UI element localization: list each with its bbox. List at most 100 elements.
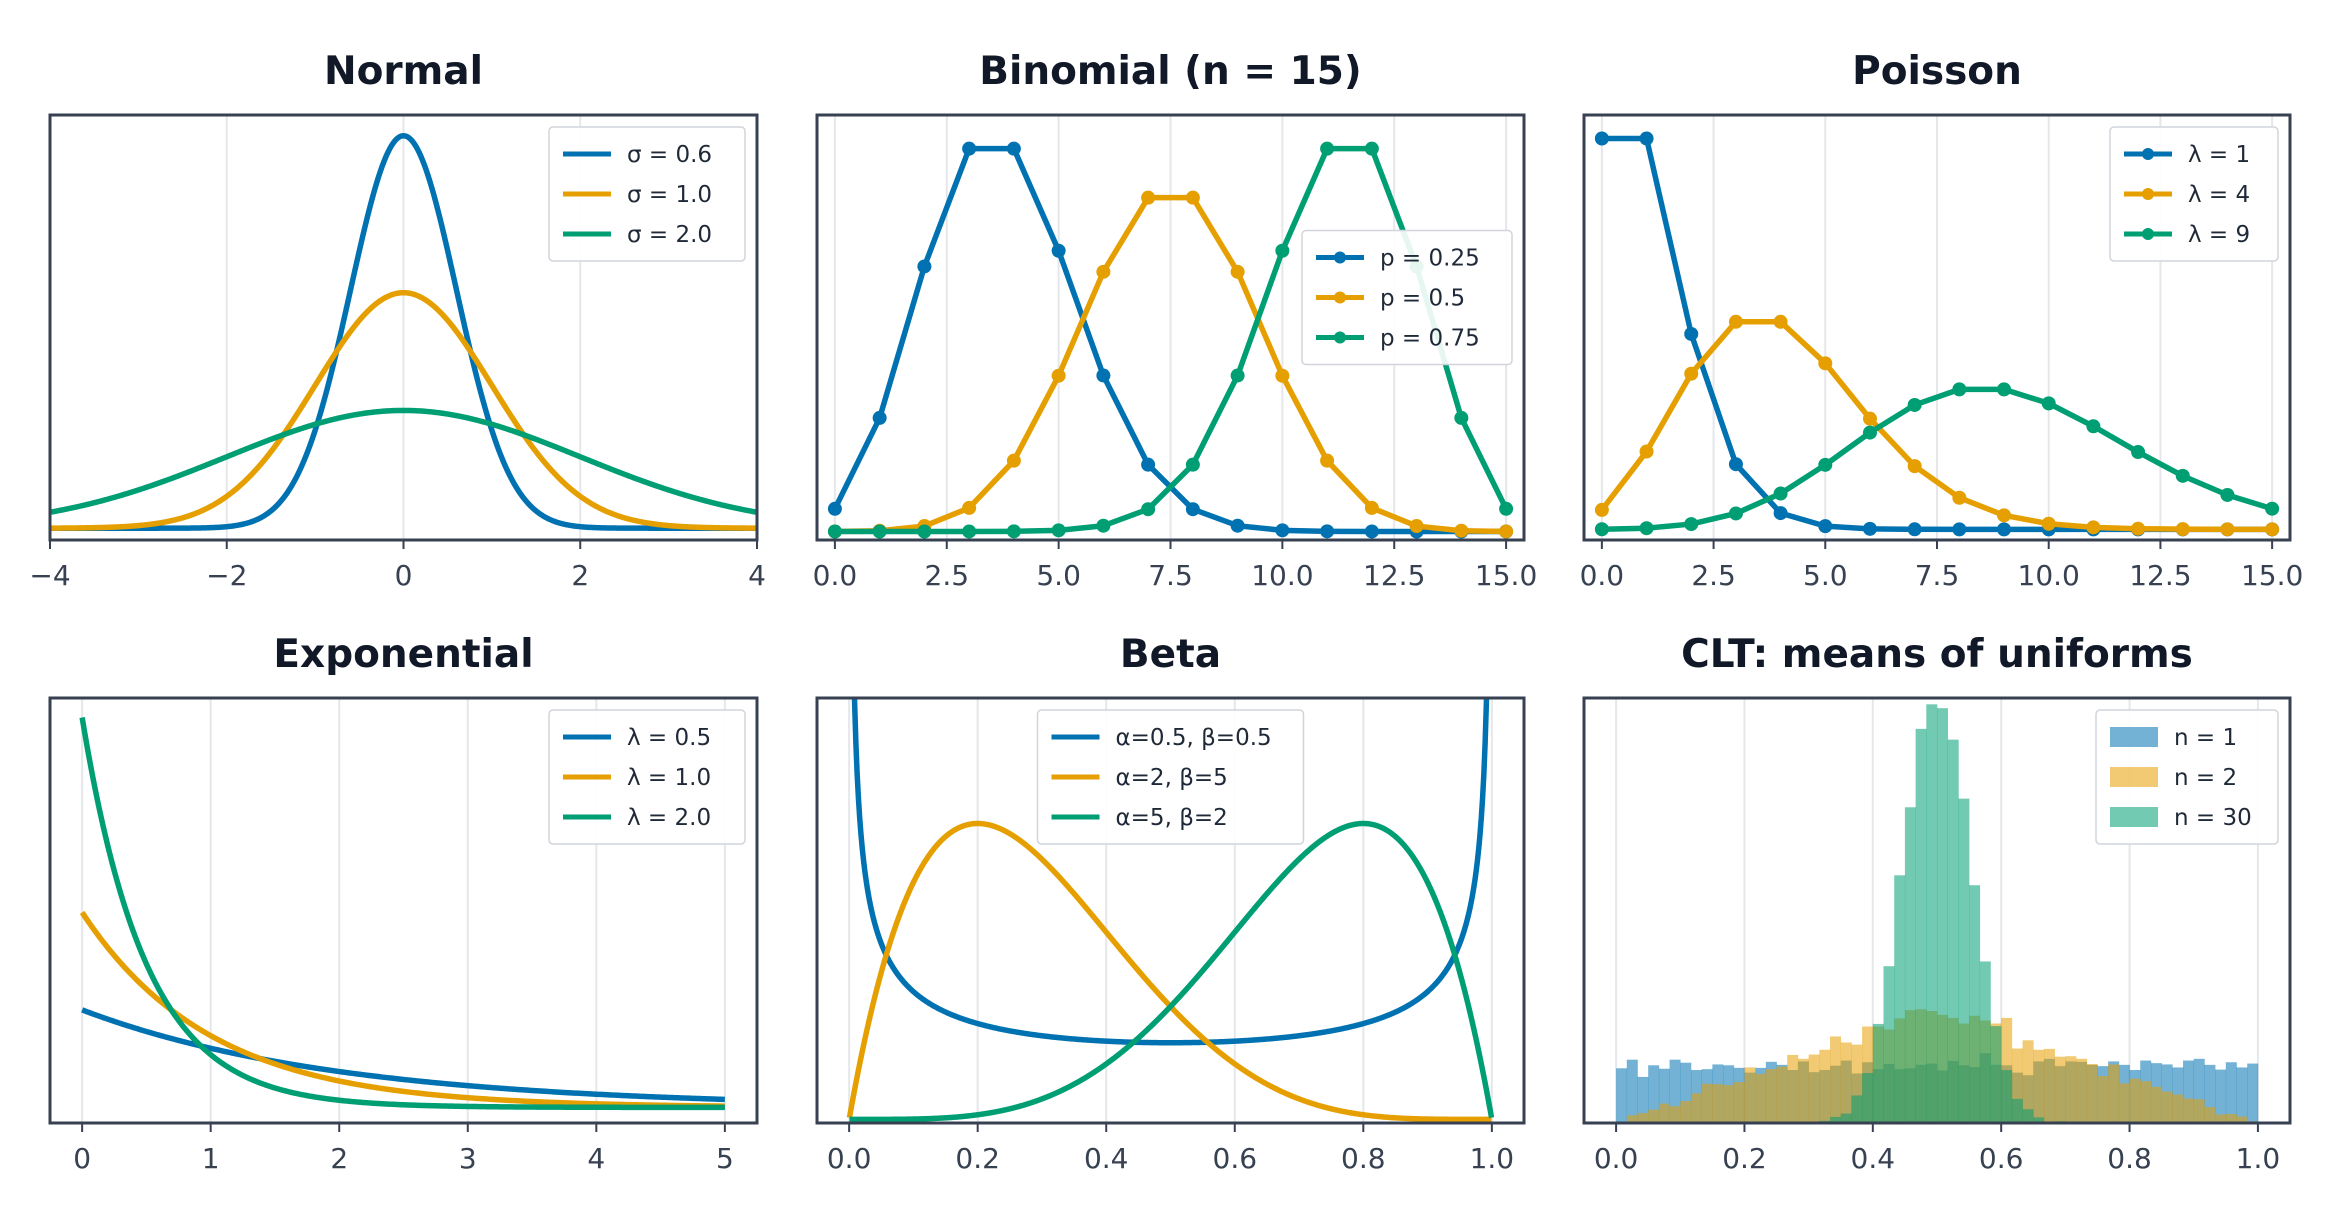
legend-label: n = 2 [2174,765,2237,791]
plot-area [1616,704,2259,1123]
histogram-bar [1776,1066,1788,1123]
x-tick-label: 2.5 [925,559,970,592]
series-line [50,289,757,531]
series-marker [1499,524,1514,539]
series-marker [1997,382,2012,397]
x-tick-label: 0.2 [1722,1142,1767,1175]
series-marker [1141,190,1156,205]
histogram-bar [2183,1060,2195,1123]
histogram-bar [2204,1107,2216,1123]
series-marker [1684,517,1699,532]
histogram-bar [1990,1026,2002,1123]
series-marker [917,524,932,539]
x-tick-label: 0.6 [1213,1142,1258,1175]
histogram-bar [2022,1040,2034,1123]
axes-frame [48,113,759,542]
histogram-bar [2172,1094,2184,1123]
legend: λ = 0.5 λ = 1.0 λ = 2.0 [548,709,746,845]
series-marker [1952,490,1967,505]
series-marker [1997,508,2012,523]
chart-panel: CLT: means of uniforms 0.0 0.2 0.4 0.6 0.8 1.0… [1582,632,2292,1175]
series-marker [2265,522,2280,537]
series-marker [1141,502,1156,517]
series-line [1599,319,2273,533]
series-marker [1773,314,1788,329]
histogram-bar [2054,1056,2066,1123]
histogram-bar [1648,1065,1660,1123]
histogram-bar [2161,1091,2173,1123]
series-marker [1499,501,1514,516]
x-tick-label: 5 [716,1142,734,1175]
histogram-bar [1904,807,1916,1123]
x-tick-label: 7.5 [1148,559,1193,592]
series-line [79,910,726,1109]
histogram-bar [2129,1078,2141,1123]
histogram-bar [2118,1083,2130,1123]
series-line [834,194,1507,535]
series-marker [1096,368,1111,383]
series-marker [1907,459,1922,474]
histogram-bar [1723,1085,1735,1123]
histogram-bar [1840,1113,1852,1123]
legend-label: α=5, β=2 [1116,805,1228,831]
legend-swatch [2110,807,2158,827]
series-marker [1907,522,1922,537]
series-marker [1997,522,2012,537]
legend: λ = 1 λ = 4 λ = 9 [2109,126,2279,262]
chart-title: Binomial (n = 15) [979,49,1361,94]
series-marker [2131,521,2146,536]
histogram-bar [2022,1109,2034,1123]
x-tick-label: 3 [459,1142,477,1175]
histogram-bar [1680,1062,1692,1123]
x-tick-label: −2 [206,559,247,592]
series-line [846,820,1494,1123]
x-tick-label: 0.0 [813,559,858,592]
series-marker [2220,522,2235,537]
histogram-bar [1616,1068,1628,1123]
x-tick-label: 1.0 [1470,1142,1515,1175]
series-marker [1006,453,1021,468]
series-marker [1684,326,1699,341]
legend-label: λ = 9 [2188,222,2250,248]
legend-label: p = 0.5 [1380,286,1465,312]
histogram-bar [1851,1044,1863,1123]
histogram-bar [1883,966,1895,1123]
series-marker [1773,506,1788,521]
histogram-bar [1626,1059,1638,1123]
histogram-bar [2225,1113,2237,1123]
histogram-bar [1626,1115,1638,1123]
x-tick-label: 4 [587,1142,605,1175]
chart-title: Beta [1120,632,1221,677]
histogram-bar [2236,1067,2248,1123]
histogram-bar [1830,1116,1842,1123]
x-tick-label: 2 [330,1142,348,1175]
series-marker [1594,502,1609,517]
series-marker [1141,457,1156,472]
x-tick-label: 5.0 [1036,559,1081,592]
histogram-bar [1926,704,1938,1123]
x-tick-label: 0.8 [1341,1142,1386,1175]
series-marker [1639,131,1654,146]
axes-frame [1582,696,2292,1125]
series-marker [917,259,932,274]
legend-marker [2142,188,2154,200]
series-marker [1952,522,1967,537]
histogram-bar [1808,1054,1820,1123]
series-marker [827,501,842,516]
series-marker [1230,368,1245,383]
series-marker [1862,521,1877,536]
series-marker [1275,243,1290,258]
legend-label: λ = 2.0 [627,805,711,831]
legend: n = 1 n = 2 n = 30 [2095,709,2279,845]
series-marker [1275,368,1290,383]
x-tick-label: 0.4 [1084,1142,1129,1175]
chart-panel: Beta 0.0 0.2 0.4 0.6 0.8 1.0 α=0.5, β=0.5 α=2, β… [815,632,1526,1175]
series-marker [1818,356,1833,371]
series-marker [2041,396,2056,411]
histogram-bar [1637,1113,1649,1123]
series-marker [1230,518,1245,533]
histogram-bar [2097,1076,2109,1123]
series-marker [1594,522,1609,537]
histogram-bar [2086,1063,2098,1123]
